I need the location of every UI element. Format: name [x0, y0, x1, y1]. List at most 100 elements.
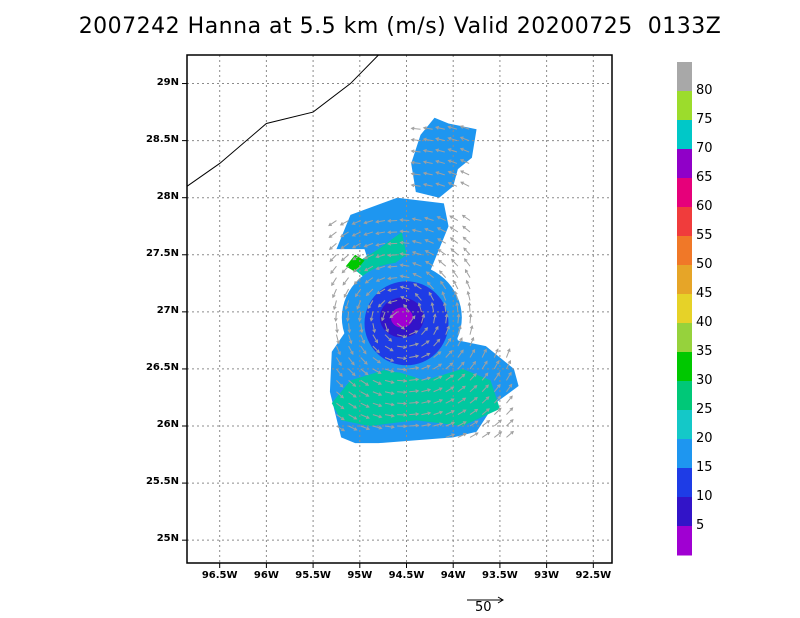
wind-vector-head [359, 329, 364, 334]
wind-vector [364, 254, 374, 259]
wind-vector-head [403, 378, 408, 383]
wind-vector [348, 402, 357, 409]
wind-vector-head [375, 278, 380, 282]
map-title: 2007242 Hanna at 5.5 km (m/s) Valid 2020… [78, 14, 722, 39]
wind-vector [433, 399, 443, 404]
colorbar-label: 55 [696, 228, 713, 243]
lat-tick-label: 25.5N [145, 476, 179, 488]
wind-vector [360, 402, 370, 408]
wind-vector-head [414, 292, 419, 297]
wind-vector [423, 183, 433, 187]
wind-vector-head [363, 244, 368, 248]
wind-vector-head [352, 383, 357, 387]
wind-vector-head [464, 268, 469, 273]
wind-vector-head [474, 396, 478, 401]
wind-vector [409, 401, 419, 404]
wind-vector [341, 265, 349, 274]
wind-vector-head [335, 329, 339, 334]
wind-vector [423, 161, 433, 164]
wind-vector-head [422, 160, 427, 164]
wind-vector [376, 254, 386, 258]
wind-vector [408, 315, 416, 324]
wind-vector [340, 231, 349, 238]
wind-vector-head [459, 147, 464, 152]
wind-vector-head [390, 369, 395, 373]
wind-vector-head [460, 170, 464, 174]
wind-vector-head [399, 274, 404, 279]
wind-vector [450, 248, 459, 256]
colorbar-segment [677, 120, 692, 150]
wind-vector [435, 126, 445, 130]
wind-vector [437, 238, 446, 244]
wind-vector [465, 269, 471, 278]
wind-vector-head [334, 317, 338, 322]
wind-vector [444, 302, 447, 312]
wind-vector-head [365, 382, 370, 386]
wind-vector-head [458, 325, 462, 330]
wind-vector-head [447, 181, 452, 186]
wind-vector-head [411, 251, 416, 255]
wind-vector [336, 368, 343, 377]
wind-vector [376, 231, 386, 235]
wind-vector [449, 215, 459, 221]
wind-vector [457, 337, 463, 347]
wind-vector [396, 322, 405, 330]
wind-vector-head [365, 292, 370, 297]
wind-vector [376, 265, 386, 270]
wind-vector [364, 242, 374, 248]
wind-vector [336, 425, 345, 432]
wind-vector [445, 338, 452, 347]
wind-vector [493, 408, 502, 415]
wind-vector [359, 311, 362, 321]
wind-vector-head [422, 148, 427, 153]
wind-vector [372, 402, 382, 407]
wind-vector-head [332, 306, 337, 311]
wind-vector [409, 390, 419, 393]
wind-vector [421, 353, 430, 358]
wind-vector [457, 421, 467, 427]
wind-vector-head [440, 280, 444, 285]
wind-vector [469, 385, 477, 393]
wind-vector [450, 226, 459, 233]
lon-tick-label: 94W [440, 570, 466, 581]
wind-vector [372, 425, 382, 429]
wind-vector [493, 372, 500, 381]
wind-vector-head [498, 419, 502, 424]
wind-vector [462, 214, 471, 221]
wind-vector [397, 357, 407, 360]
wind-vector-head [344, 305, 349, 310]
wind-vector-head [355, 293, 359, 298]
wind-vector-head [509, 395, 513, 400]
wind-vector-head [410, 172, 415, 176]
wind-vector-head [484, 372, 489, 377]
wind-vector [436, 171, 445, 176]
wind-vector-head [463, 247, 467, 252]
wind-vector-head [390, 358, 395, 362]
wind-vector [384, 357, 394, 362]
wind-vector [445, 410, 455, 416]
wind-vector-head [377, 359, 382, 364]
wind-vector-head [450, 248, 455, 252]
wind-vector-head [342, 281, 347, 286]
wind-vector [400, 275, 410, 279]
wind-vector-head [410, 183, 415, 188]
wind-vector-head [470, 336, 475, 341]
wind-vector [409, 413, 419, 416]
wind-vector [426, 271, 434, 278]
wind-vector-head [415, 412, 420, 416]
wind-vector-head [363, 220, 368, 225]
wind-vector [436, 183, 445, 187]
wind-vector-head [507, 359, 512, 364]
wind-vector [352, 254, 362, 261]
wind-vector-head [378, 392, 383, 396]
wind-vector [481, 420, 490, 427]
colorbar-segment [677, 294, 692, 324]
wind-vector-head [462, 421, 467, 425]
wind-vector-head [446, 325, 450, 330]
wind-vector [466, 280, 471, 290]
wind-vector [412, 251, 422, 256]
wind-vector-head [451, 258, 455, 263]
wind-vector [450, 237, 459, 244]
colorbar-segment [677, 468, 692, 498]
wind-vector [336, 402, 344, 410]
